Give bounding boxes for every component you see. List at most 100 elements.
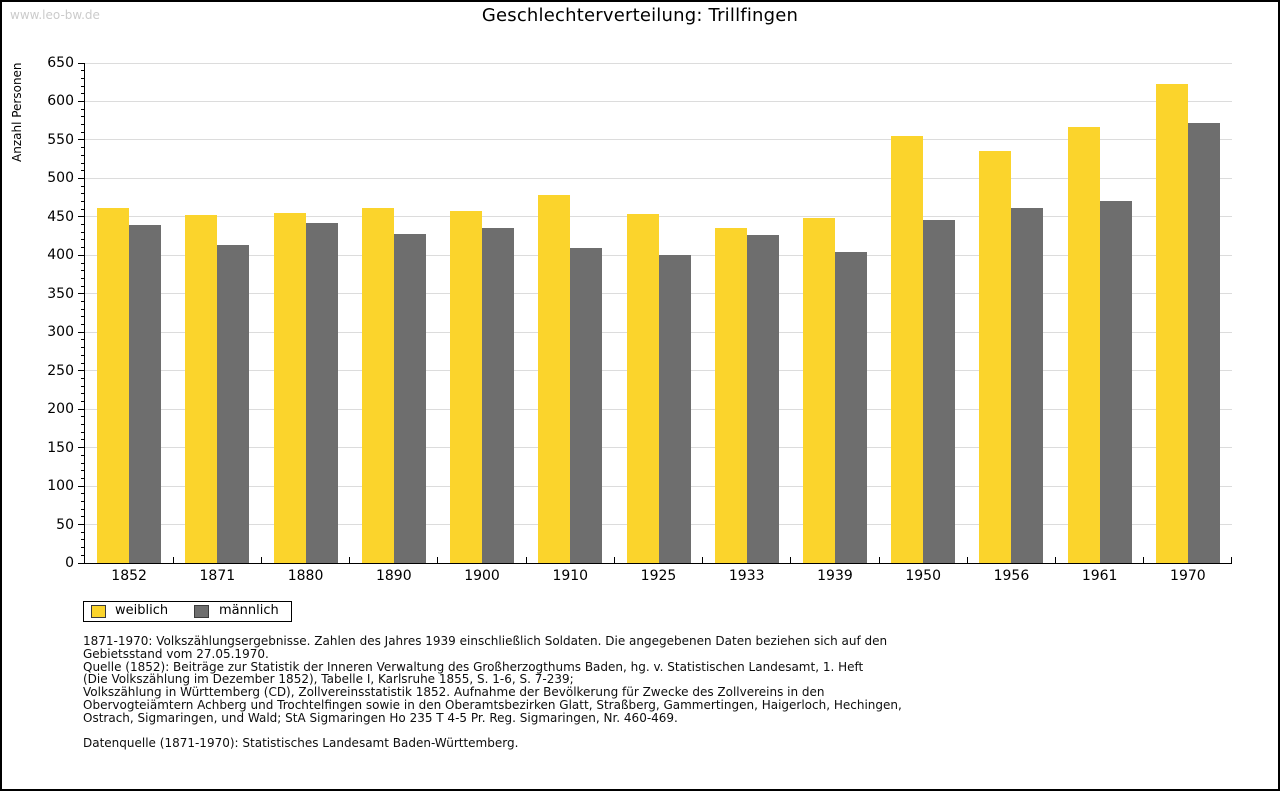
footer-line: Obervogteiämtern Achberg und Trochtelfin… — [83, 697, 902, 712]
y-tick-label: 50 — [56, 516, 74, 533]
bar-männlich-1961 — [1099, 201, 1132, 563]
y-tick-label: 600 — [47, 93, 74, 110]
x-boundary-tick — [966, 557, 968, 563]
y-major-tick — [78, 370, 85, 372]
bar-männlich-1933 — [746, 235, 779, 563]
bar-männlich-1880 — [305, 223, 338, 563]
x-tick-label-1880: 1880 — [287, 568, 324, 584]
bar-männlich-1970 — [1187, 123, 1220, 563]
source-notes: 1871-1970: Volkszählungsergebnisse. Zahl… — [83, 635, 1233, 750]
y-minor-tick — [81, 77, 85, 79]
x-tick-label-1970: 1970 — [1170, 568, 1206, 584]
legend: weiblich männlich — [83, 601, 292, 622]
bar-männlich-1890 — [393, 234, 426, 563]
y-minor-tick — [81, 108, 85, 110]
x-boundary-tick — [349, 557, 351, 563]
y-major-tick — [78, 447, 85, 449]
y-minor-tick — [81, 124, 85, 126]
y-tick-label: 200 — [47, 401, 74, 418]
x-boundary-tick — [790, 557, 792, 563]
x-tick-label-1900: 1900 — [464, 568, 500, 584]
bar-weiblich-1950 — [891, 136, 924, 563]
y-minor-tick — [81, 170, 85, 172]
y-minor-tick — [81, 531, 85, 533]
y-minor-tick — [81, 70, 85, 72]
gridline-650 — [85, 62, 1232, 64]
y-minor-tick — [81, 493, 85, 495]
footer-line: (Die Volkszählung im Dezember 1852), Tab… — [83, 672, 574, 687]
y-minor-tick — [81, 339, 85, 341]
y-minor-tick — [81, 231, 85, 233]
y-minor-tick — [81, 208, 85, 210]
y-major-tick — [78, 524, 85, 526]
y-minor-tick — [81, 439, 85, 441]
gridline-550 — [85, 139, 1232, 141]
y-minor-tick — [81, 324, 85, 326]
y-tick-label: 300 — [47, 324, 74, 341]
y-tick-label: 100 — [47, 478, 74, 495]
footer-line: 1871-1970: Volkszählungsergebnisse. Zahl… — [83, 634, 888, 648]
y-minor-tick — [81, 424, 85, 426]
y-minor-tick — [81, 393, 85, 395]
x-boundary-tick — [1055, 557, 1057, 563]
bar-männlich-1852 — [129, 225, 162, 563]
bar-weiblich-1925 — [626, 214, 659, 563]
x-tick-label-1925: 1925 — [640, 568, 677, 584]
leo-bw-watermark: www.leo-bw.de — [10, 8, 100, 22]
legend-swatch-weiblich — [91, 605, 106, 618]
footer-line: Gebietsstand vom 27.05.1970. — [83, 646, 269, 661]
y-minor-tick — [81, 500, 85, 502]
x-tick-label-1871: 1871 — [199, 568, 236, 584]
bar-männlich-1910 — [570, 248, 603, 563]
y-minor-tick — [81, 277, 85, 279]
y-minor-tick — [81, 131, 85, 133]
y-minor-tick — [81, 454, 85, 456]
gridline-450 — [85, 216, 1232, 218]
x-axis-end-tick — [1231, 557, 1232, 563]
y-minor-tick — [81, 185, 85, 187]
x-boundary-tick — [437, 557, 439, 563]
y-minor-tick — [81, 354, 85, 356]
plot-area: 0 50 100 150 200 250 300 350 400 450 500 550 600 650 1… — [47, 55, 1232, 584]
bar-weiblich-1852 — [97, 208, 130, 563]
y-major-tick — [78, 139, 85, 141]
y-tick-label: 0 — [65, 555, 74, 571]
y-minor-tick — [81, 539, 85, 541]
y-tick-label: 550 — [47, 131, 74, 148]
y-minor-tick — [81, 308, 85, 310]
y-minor-tick — [81, 300, 85, 302]
y-major-tick — [78, 293, 85, 295]
y-major-tick — [78, 254, 85, 256]
bar-weiblich-1961 — [1067, 127, 1100, 563]
bar-männlich-1871 — [217, 245, 250, 563]
footer-datenquelle: Datenquelle (1871-1970): Statistisches L… — [83, 736, 519, 751]
x-tick-label-1939: 1939 — [817, 568, 853, 584]
bar-männlich-1950 — [923, 220, 956, 563]
y-tick-label: 250 — [47, 362, 74, 379]
gridline-600 — [85, 100, 1232, 102]
footer-line: Volkszählung in Württemberg (CD), Zollve… — [83, 685, 825, 700]
bar-männlich-1900 — [482, 228, 515, 563]
y-minor-tick — [81, 416, 85, 418]
y-minor-tick — [81, 385, 85, 387]
y-major-tick — [78, 177, 85, 179]
bar-weiblich-1900 — [450, 211, 483, 563]
y-tick-label: 450 — [47, 208, 74, 225]
x-tick-label-1933: 1933 — [728, 568, 765, 584]
y-minor-tick — [81, 93, 85, 95]
bar-weiblich-1871 — [185, 215, 218, 563]
y-minor-tick — [81, 200, 85, 202]
y-major-tick — [78, 562, 85, 564]
bar-weiblich-1970 — [1155, 84, 1188, 563]
y-major-tick — [78, 408, 85, 410]
y-tick-label: 350 — [47, 285, 74, 302]
gridline-500 — [85, 177, 1232, 179]
y-minor-tick — [81, 162, 85, 164]
bar-weiblich-1880 — [273, 213, 306, 563]
legend-label-maennlich: männlich — [219, 603, 279, 618]
y-minor-tick — [81, 285, 85, 287]
chart-title: Geschlechterverteilung: Trillfingen — [481, 5, 799, 26]
y-major-tick — [78, 216, 85, 218]
y-minor-tick — [81, 508, 85, 510]
